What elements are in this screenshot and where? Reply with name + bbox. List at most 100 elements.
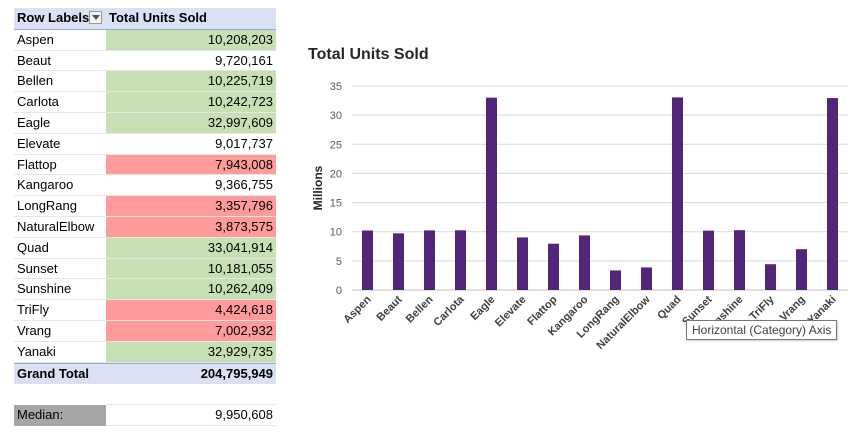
table-row: Vrang 7,002,932 [14,320,276,342]
units-value-cell[interactable]: 10,208,203 [106,29,276,51]
median-row: Median: 9,950,608 [14,405,276,426]
blank-cell[interactable] [14,384,106,405]
table-row: LongRang 3,357,796 [14,196,276,217]
y-tick-label: 30 [330,110,342,122]
blank-row [14,384,276,406]
pivot-body: Aspen 10,208,203 Beaut 9,720,161 Bellen 10,22… [14,29,276,363]
pivot-header-row: Row Labels Total Units Sold [14,8,276,30]
bar-kangaroo[interactable] [579,235,590,290]
table-row: TriFly 4,424,618 [14,300,276,321]
x-tick-label: Beaut [375,293,405,323]
bar-quad[interactable] [672,97,683,290]
bar-sunshine[interactable] [734,230,745,290]
row-label-cell[interactable]: Sunshine [14,279,106,301]
row-labels-header[interactable]: Row Labels [17,10,90,25]
grand-total-label[interactable]: Grand Total [17,365,89,381]
bar-eagle[interactable] [486,97,497,290]
units-value-cell[interactable]: 7,943,008 [106,154,276,176]
bar-elevate[interactable] [517,237,528,290]
y-tick-label: 35 [330,81,342,93]
units-value-cell[interactable]: 9,720,161 [106,51,276,72]
row-label-cell[interactable]: Beaut [14,51,106,72]
row-label-cell[interactable]: LongRang [14,196,106,217]
row-label-cell[interactable]: Elevate [14,134,106,155]
bar-aspen[interactable] [362,230,373,290]
x-tick-label: NaturalElbow [594,293,652,351]
units-value-cell[interactable]: 32,997,609 [106,112,276,134]
table-row: NaturalElbow 3,873,575 [14,216,276,238]
units-value-cell[interactable]: 7,002,932 [106,320,276,342]
table-row: Yanaki 32,929,735 [14,341,276,363]
filter-dropdown-icon[interactable] [89,11,102,24]
units-value-cell[interactable]: 32,929,735 [106,341,276,363]
units-value-cell[interactable]: 9,017,737 [106,134,276,155]
units-value-cell[interactable]: 10,181,055 [106,258,276,280]
row-label-cell[interactable]: Quad [14,238,106,259]
table-row: Beaut 9,720,161 [14,51,276,72]
table-row: Quad 33,041,914 [14,237,276,259]
bar-vrang[interactable] [796,249,807,290]
units-value-cell[interactable]: 10,262,409 [106,279,276,301]
blank-cell[interactable] [106,384,276,406]
row-label-cell[interactable]: Aspen [14,30,106,51]
row-label-cell[interactable]: TriFly [14,300,106,321]
units-value-cell[interactable]: 10,242,723 [106,92,276,113]
x-tick-label: TriFly [747,293,777,323]
table-row: Kangaroo 9,366,755 [14,175,276,197]
x-tick-label: Elevate [493,294,529,330]
y-tick-label: 20 [330,168,342,180]
bar-trifly[interactable] [765,264,776,290]
units-value-cell[interactable]: 3,873,575 [106,216,276,238]
total-units-header[interactable]: Total Units Sold [109,10,207,25]
row-label-cell[interactable]: Carlota [14,92,106,113]
table-row: Aspen 10,208,203 [14,29,276,51]
units-value-cell[interactable]: 33,041,914 [106,237,276,259]
bar-naturalelbow[interactable] [641,267,652,290]
chart-title[interactable]: Total Units Sold [308,46,429,63]
table-row: Eagle 32,997,609 [14,112,276,134]
table-row: Sunshine 10,262,409 [14,279,276,301]
y-tick-label: 15 [330,198,342,210]
row-label-cell[interactable]: Eagle [14,113,106,134]
bar-carlota[interactable] [455,230,466,290]
units-value-cell[interactable]: 10,225,719 [106,71,276,93]
y-axis-title: Millions [311,165,325,210]
row-label-cell[interactable]: Sunset [14,259,106,280]
y-tick-label: 25 [330,139,342,151]
x-tick-label: Quad [655,294,683,322]
bar-bellen[interactable] [424,230,435,290]
units-value-cell[interactable]: 4,424,618 [106,300,276,321]
row-label-cell[interactable]: NaturalElbow [14,217,106,238]
units-value-cell[interactable]: 9,366,755 [106,175,276,197]
median-label[interactable]: Median: [14,405,106,426]
grand-total-value[interactable]: 204,795,949 [200,365,273,381]
table-row: Flattop 7,943,008 [14,154,276,176]
row-label-cell[interactable]: Kangaroo [14,175,106,197]
bar-yanaki[interactable] [827,98,838,291]
pivot-table: Row Labels Total Units Sold Aspen 10,208,… [14,8,276,426]
median-value[interactable]: 9,950,608 [106,405,276,426]
y-tick-label: 0 [336,285,342,297]
axis-tooltip: Horizontal (Category) Axis [686,320,838,340]
units-value-cell[interactable]: 3,357,796 [106,196,276,217]
row-label-cell[interactable]: Yanaki [14,342,106,363]
y-tick-label: 5 [336,256,342,268]
bar-flattop[interactable] [548,243,559,290]
y-tick-label: 10 [330,227,342,239]
x-tick-label: Eagle [468,294,497,323]
bar-longrang[interactable] [610,270,621,290]
bar-chart[interactable]: Total Units Sold 0 5 10 15 20 25 30 35 Millions A… [296,36,856,436]
row-label-cell[interactable]: Flattop [14,155,106,176]
bar-sunset[interactable] [703,230,714,290]
bar-beaut[interactable] [393,233,404,290]
table-row: Carlota 10,242,723 [14,92,276,113]
table-row: Elevate 9,017,737 [14,134,276,155]
table-row: Bellen 10,225,719 [14,71,276,93]
x-tick-label: Carlota [431,293,467,329]
x-tick-label: Aspen [341,293,373,325]
table-row: Sunset 10,181,055 [14,258,276,280]
row-label-cell[interactable]: Vrang [14,321,106,342]
grand-total-row: Grand Total 204,795,949 [14,362,276,385]
row-label-cell[interactable]: Bellen [14,71,106,93]
